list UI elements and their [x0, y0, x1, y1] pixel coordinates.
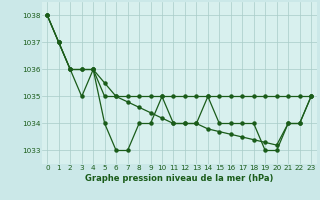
- X-axis label: Graphe pression niveau de la mer (hPa): Graphe pression niveau de la mer (hPa): [85, 174, 273, 183]
